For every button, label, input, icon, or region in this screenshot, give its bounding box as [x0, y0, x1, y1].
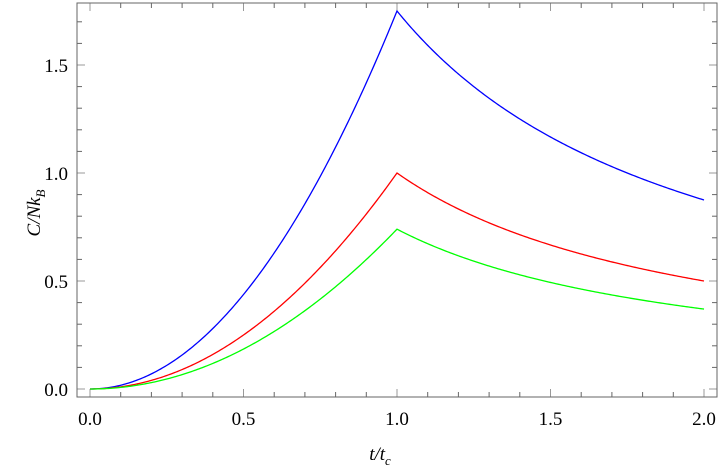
y-axis-title: C/NkB — [24, 189, 48, 236]
plot-frame — [76, 2, 718, 398]
y-tick-label: 1.0 — [44, 164, 68, 185]
x-tick-labels: 0.0 0.5 1.0 1.5 2.0 — [78, 409, 716, 430]
axis-ticks — [77, 3, 717, 397]
x-axis-title: t/tc — [369, 444, 391, 468]
y-tick-labels: 0.0 0.5 1.0 1.5 — [44, 56, 68, 401]
curve-green — [90, 228, 705, 390]
curve-blue — [89, 9, 705, 390]
curve-red — [89, 172, 705, 390]
x-tick-label: 2.0 — [692, 409, 716, 430]
y-tick-label: 0.5 — [44, 272, 68, 293]
x-tick-label: 1.5 — [539, 409, 563, 430]
data-curves — [89, 9, 705, 390]
x-tick-label: 0.0 — [78, 409, 102, 430]
x-tick-label: 0.5 — [232, 409, 256, 430]
y-tick-label: 1.5 — [44, 56, 68, 77]
x-tick-label: 1.0 — [385, 409, 409, 430]
y-tick-label: 0.0 — [44, 380, 68, 401]
